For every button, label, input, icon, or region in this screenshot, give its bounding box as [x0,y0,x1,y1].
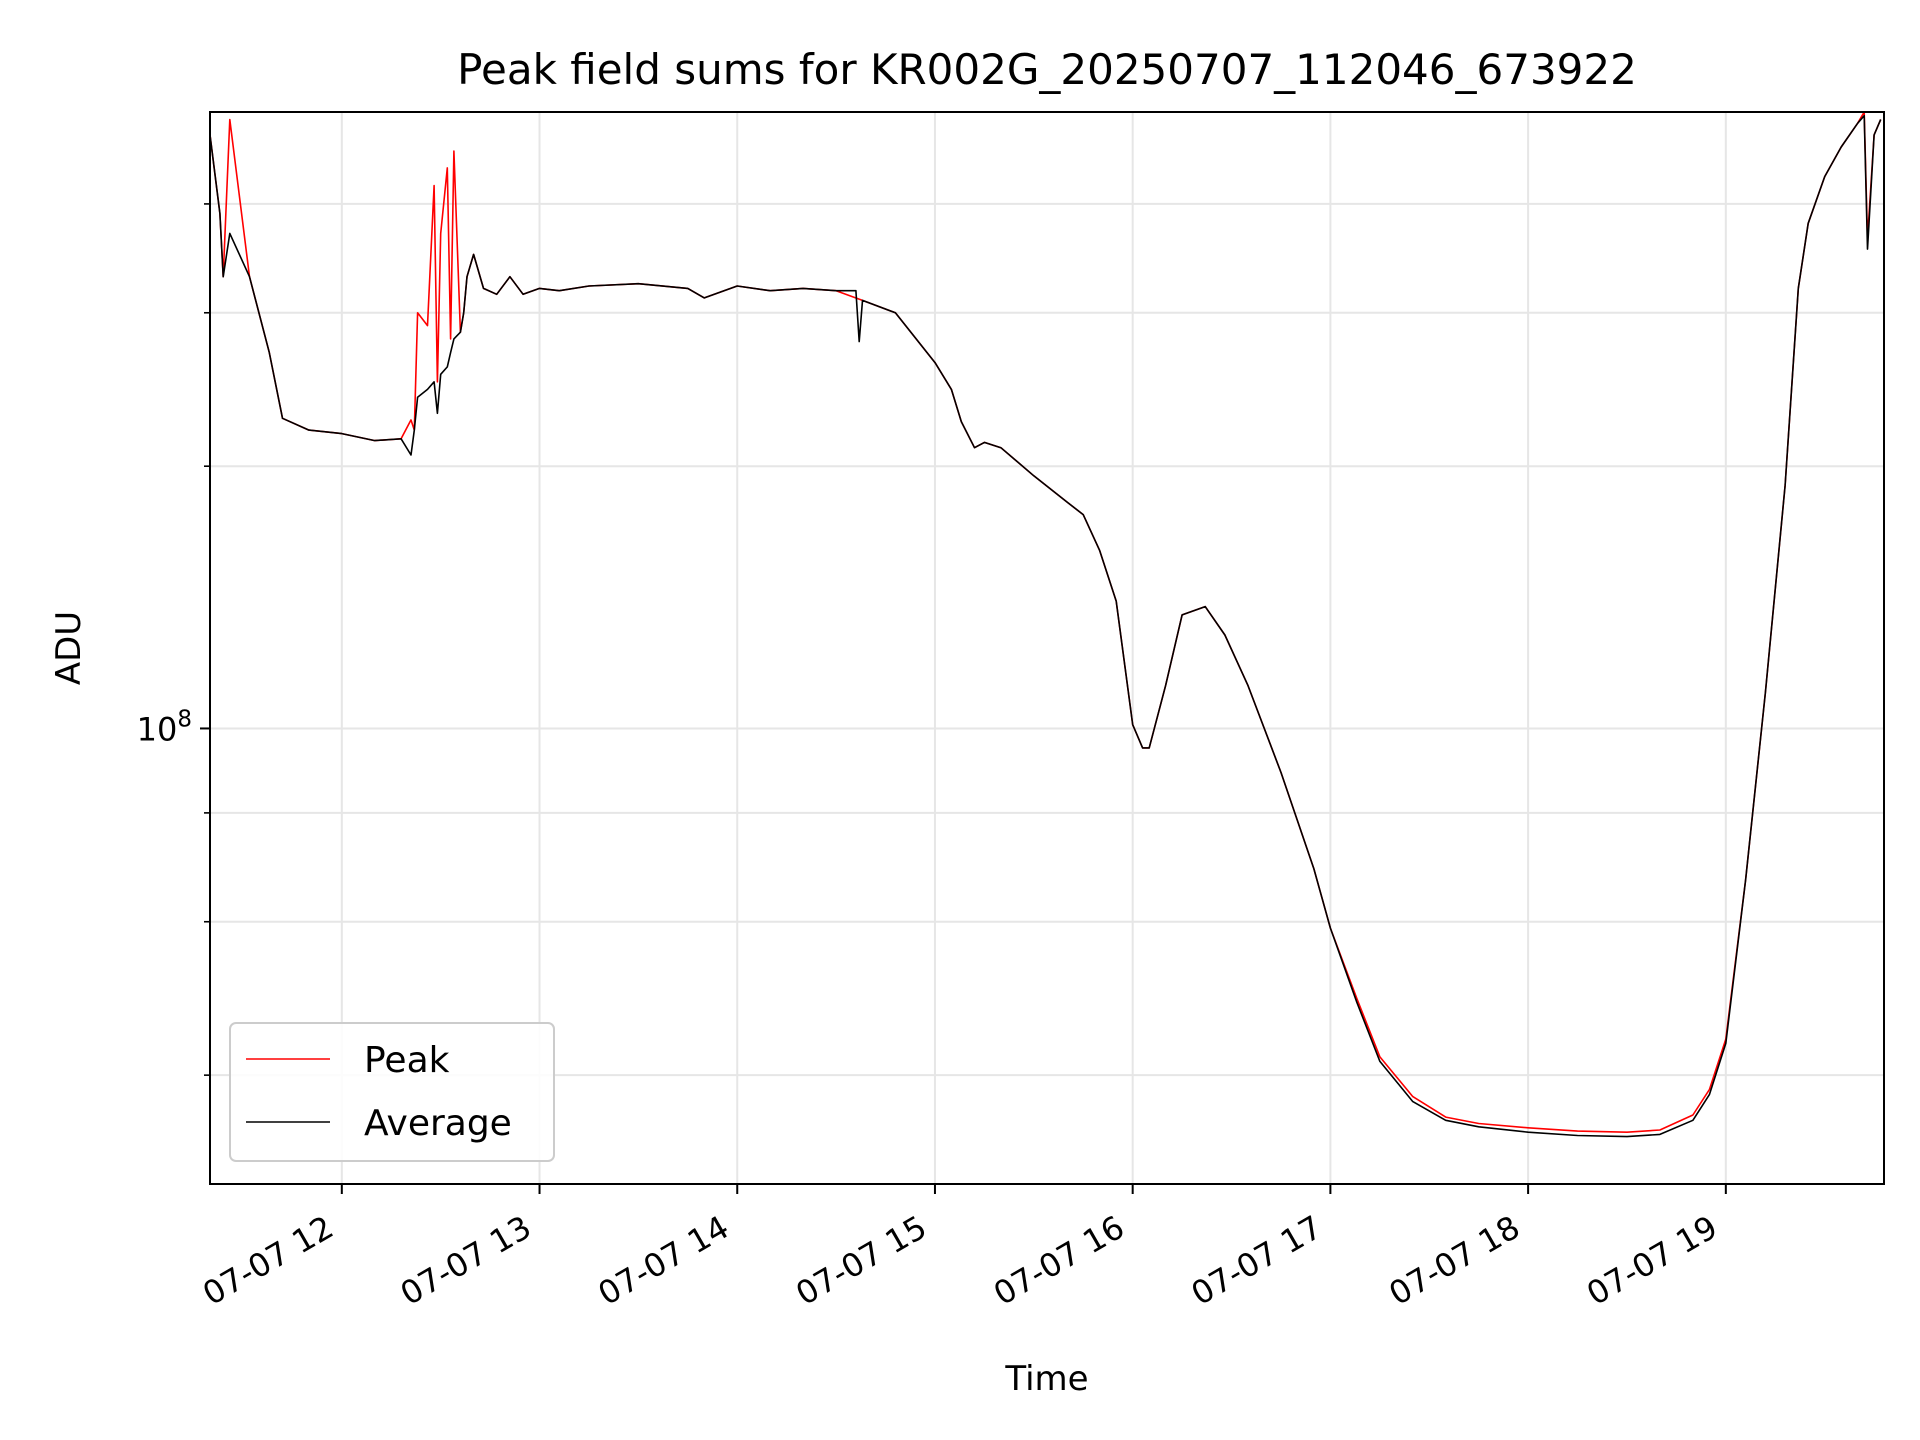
legend-label-peak: Peak [364,1040,450,1081]
y-axis-title: ADU [49,611,89,685]
grid [210,112,1884,1184]
legend: Peak Average [229,1022,555,1162]
legend-label-average: Average [364,1103,512,1144]
x-axis-title: Time [1004,1359,1088,1399]
series-layer [209,111,1882,1138]
chart-title: Peak field sums for KR002G_20250707_1120… [457,45,1637,94]
plot-frame [209,111,1885,1185]
legend-box [229,1022,555,1162]
series-average-line [209,114,1882,1138]
y-tick-label: 108 [137,706,192,748]
